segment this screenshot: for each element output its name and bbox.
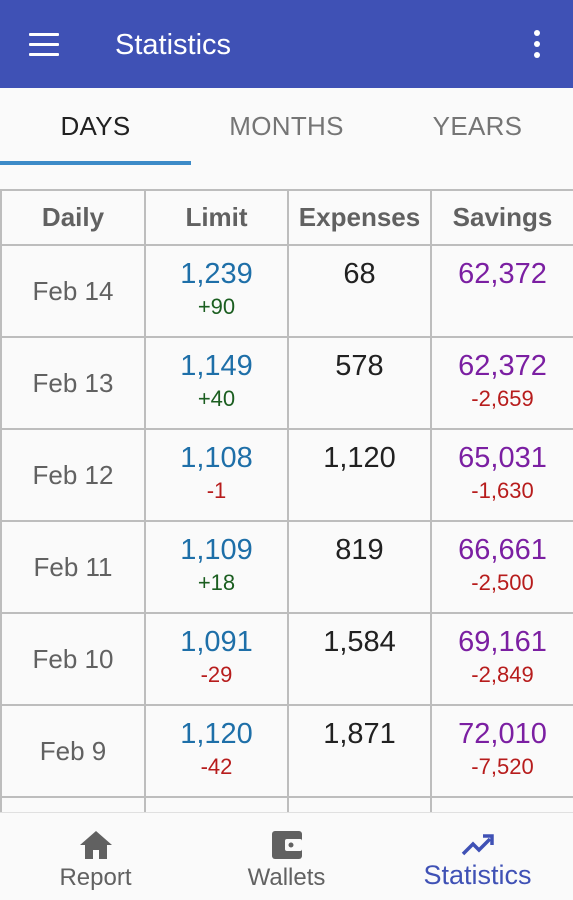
savings-value: 69,161 [458,626,547,658]
table-row[interactable]: Feb 14 1,239 +90 68 62,372 [0,244,573,338]
tab-bar: DAYS MONTHS YEARS [0,88,573,165]
row-date: Feb 11 [0,520,146,614]
row-limit [144,796,289,812]
table-row[interactable]: Feb 11 1,109 +18 819 66,661 -2,500 [0,520,573,614]
row-expenses: 578 [287,336,432,430]
nav-wallets[interactable]: Wallets [191,813,382,900]
limit-value: 1,120 [180,718,253,750]
tab-months[interactable]: MONTHS [229,111,344,141]
limit-change: +40 [197,386,236,411]
table-row[interactable] [0,796,573,812]
row-limit: 1,109 +18 [144,520,289,614]
nav-report-label: Report [59,864,132,891]
home-icon [79,829,113,861]
limit-value: 1,239 [180,258,253,290]
row-savings: 72,010 -7,520 [430,704,573,798]
row-expenses: 819 [287,520,432,614]
savings-change: -2,659 [471,386,534,411]
row-date: Feb 12 [0,428,146,522]
savings-value: 72,010 [458,718,547,750]
nav-report[interactable]: Report [0,813,191,900]
tab-days[interactable]: DAYS [60,111,131,141]
limit-value: 1,109 [180,534,253,566]
limit-value: 1,108 [180,442,253,474]
row-date: Feb 13 [0,336,146,430]
page-title: Statistics [115,29,232,61]
trending-up-icon [461,829,495,861]
savings-value: 65,031 [458,442,547,474]
expenses-value: 819 [335,534,384,566]
app-bar: Statistics [0,0,573,88]
column-header-savings: Savings [430,189,573,246]
row-savings: 62,372 [430,244,573,338]
wallet-icon [271,829,303,861]
row-limit: 1,108 -1 [144,428,289,522]
row-expenses: 68 [287,244,432,338]
column-header-expenses: Expenses [287,189,432,246]
limit-change: +18 [197,570,236,595]
row-date: Feb 10 [0,612,146,706]
hamburger-menu-icon[interactable] [18,24,70,64]
table-row[interactable]: Feb 10 1,091 -29 1,584 69,161 -2,849 [0,612,573,706]
limit-value: 1,149 [180,350,253,382]
savings-change: -1,630 [471,478,534,503]
row-savings [430,796,573,812]
tab-years[interactable]: YEARS [432,111,523,141]
table-row[interactable]: Feb 9 1,120 -42 1,871 72,010 -7,520 [0,704,573,798]
row-date: Feb 14 [0,244,146,338]
limit-change: -1 [206,478,227,503]
expenses-value: 1,584 [323,626,396,658]
expenses-value: 1,120 [323,442,396,474]
savings-value: 66,661 [458,534,547,566]
row-savings: 69,161 -2,849 [430,612,573,706]
table-header-row: Daily Limit Expenses Savings [0,189,573,246]
row-expenses [287,796,432,812]
column-header-daily: Daily [0,189,146,246]
nav-statistics-label: Statistics [423,860,532,890]
row-savings: 62,372 -2,659 [430,336,573,430]
table-row[interactable]: Feb 12 1,108 -1 1,120 65,031 -1,630 [0,428,573,522]
row-limit: 1,091 -29 [144,612,289,706]
table-row[interactable]: Feb 13 1,149 +40 578 62,372 -2,659 [0,336,573,430]
limit-change: -29 [200,662,233,687]
row-expenses: 1,584 [287,612,432,706]
savings-value: 62,372 [458,350,547,382]
row-date [0,796,146,812]
limit-value: 1,091 [180,626,253,658]
expenses-value: 1,871 [323,718,396,750]
more-vertical-icon[interactable] [519,26,555,62]
savings-change: -7,520 [471,754,534,779]
expenses-value: 578 [335,350,384,382]
limit-change: +90 [197,294,236,319]
row-expenses: 1,871 [287,704,432,798]
row-savings: 66,661 -2,500 [430,520,573,614]
row-limit: 1,149 +40 [144,336,289,430]
row-limit: 1,239 +90 [144,244,289,338]
savings-change: -2,500 [471,570,534,595]
expenses-value: 68 [343,258,376,290]
column-header-limit: Limit [144,189,289,246]
savings-change: -2,849 [471,662,534,687]
savings-value: 62,372 [458,258,547,290]
row-expenses: 1,120 [287,428,432,522]
limit-change: -42 [200,754,233,779]
nav-statistics[interactable]: Statistics [382,813,573,900]
bottom-navigation: Report Wallets Statistics [0,812,573,900]
tab-indicator [0,161,191,165]
row-savings: 65,031 -1,630 [430,428,573,522]
statistics-table[interactable]: Daily Limit Expenses Savings Feb 14 1,239… [0,189,573,812]
row-limit: 1,120 -42 [144,704,289,798]
nav-wallets-label: Wallets [247,864,326,891]
row-date: Feb 9 [0,704,146,798]
